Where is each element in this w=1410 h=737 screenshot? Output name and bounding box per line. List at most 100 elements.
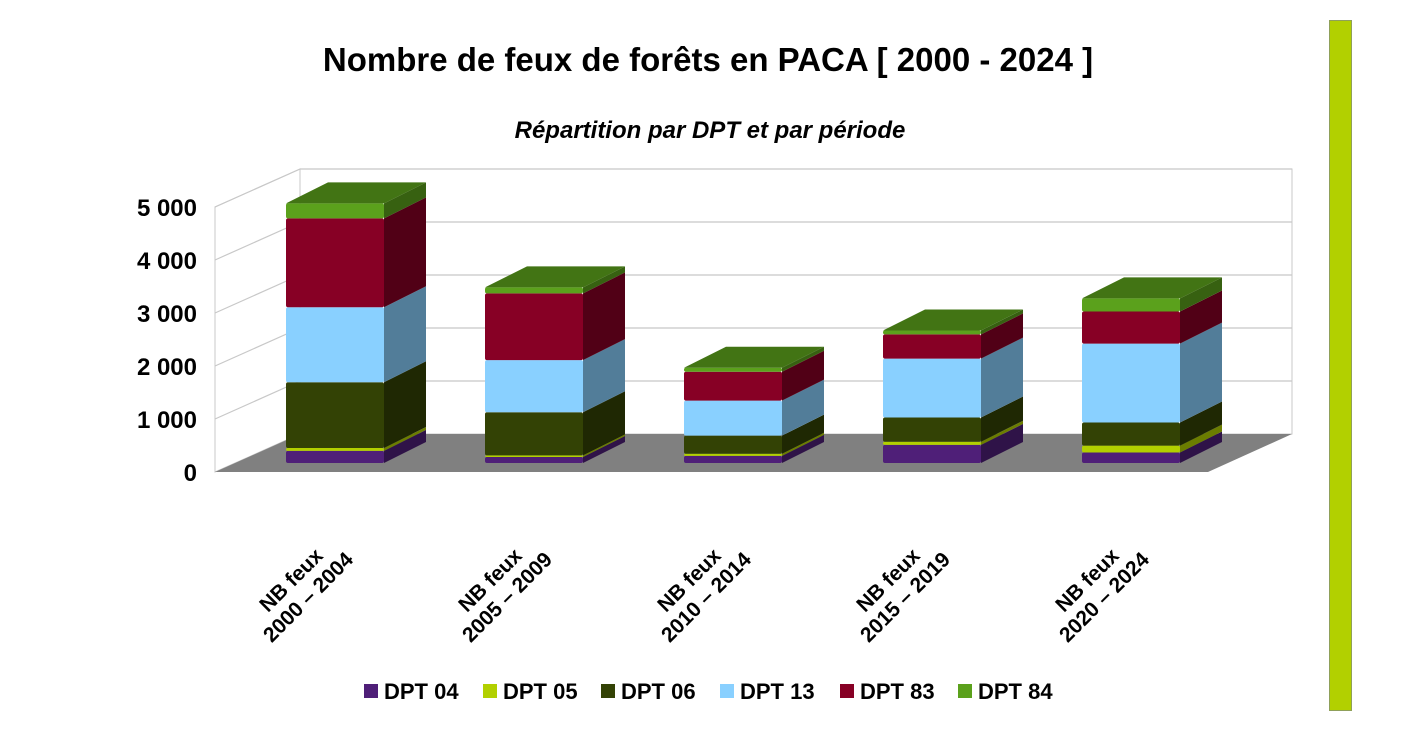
bar-front xyxy=(1082,422,1180,446)
bar-front xyxy=(286,218,384,308)
legend-swatch xyxy=(483,684,497,698)
bar-segment-dpt-06 xyxy=(286,361,426,449)
bar-front xyxy=(1082,343,1180,423)
bar-side xyxy=(384,286,426,383)
legend-item: DPT 84 xyxy=(958,679,1053,704)
legend-item: DPT 06 xyxy=(601,679,696,704)
bar-front xyxy=(485,456,583,463)
bar-segment-dpt-13 xyxy=(684,379,824,436)
bar-front xyxy=(883,441,981,445)
bar-front xyxy=(286,448,384,451)
bar-front xyxy=(286,382,384,449)
bar-segment-dpt-06 xyxy=(883,396,1023,442)
bar-side xyxy=(782,414,824,454)
bar-segment-dpt-83 xyxy=(286,197,426,308)
bar-front xyxy=(485,360,583,413)
bar-segment-dpt-83 xyxy=(485,272,625,361)
gridline xyxy=(214,221,301,261)
bar-front xyxy=(684,435,782,454)
bar-side xyxy=(782,379,824,436)
bar-side xyxy=(384,361,426,449)
gridline xyxy=(214,168,301,208)
y-tick-label: 4 000 xyxy=(137,248,197,275)
legend-label: DPT 04 xyxy=(384,679,459,704)
bar-segment-dpt-05 xyxy=(485,434,625,457)
bar-side xyxy=(583,272,625,361)
bar-segment-dpt-84 xyxy=(1082,277,1222,312)
bar-side xyxy=(981,396,1023,442)
bar-side xyxy=(782,350,824,401)
bar-stack xyxy=(286,182,426,463)
bar-segment-dpt-04 xyxy=(286,429,426,463)
legend-label: DPT 05 xyxy=(503,679,578,704)
legend-swatch xyxy=(840,684,854,698)
bar-side xyxy=(583,434,625,457)
legend-swatch xyxy=(601,684,615,698)
bar-side xyxy=(1180,431,1222,463)
bar-side xyxy=(1180,277,1222,312)
bar-side xyxy=(1180,322,1222,423)
bar-top xyxy=(883,309,1023,331)
bar-front xyxy=(684,367,782,372)
bar-front xyxy=(684,400,782,436)
bar-top xyxy=(684,346,824,368)
bar-front xyxy=(684,371,782,401)
gridline xyxy=(214,327,301,367)
legend-item: DPT 13 xyxy=(720,679,815,704)
bar-segment-dpt-05 xyxy=(1082,424,1222,453)
bar-side xyxy=(1180,424,1222,453)
bar-front xyxy=(883,334,981,359)
bars xyxy=(286,182,1222,463)
bar-segment-dpt-83 xyxy=(684,350,824,401)
bar-segment-dpt-83 xyxy=(883,313,1023,359)
legend-item: DPT 83 xyxy=(840,679,935,704)
bar-side xyxy=(981,423,1023,463)
chart-title: Nombre de feux de forêts en PACA [ 2000 … xyxy=(323,41,1093,78)
legend: DPT 04 DPT 05 DPT 06 DPT 13 DPT 83 DPT 84 xyxy=(364,679,1053,704)
bar-front xyxy=(1082,311,1180,344)
bar-front xyxy=(1082,445,1180,453)
bar-segment-dpt-05 xyxy=(684,432,824,456)
legend-item: DPT 04 xyxy=(364,679,459,704)
bar-stack xyxy=(883,309,1023,463)
bar-side xyxy=(583,391,625,456)
bar-front xyxy=(485,412,583,456)
bar-side xyxy=(384,182,426,219)
bar-segment-dpt-84 xyxy=(286,182,426,219)
bar-front xyxy=(883,417,981,442)
bar-segment-dpt-13 xyxy=(1082,322,1222,423)
y-tick-label: 5 000 xyxy=(137,195,197,222)
bar-side xyxy=(981,309,1023,335)
bar-side xyxy=(384,429,426,463)
bar-stack xyxy=(684,346,824,463)
bar-segment-dpt-04 xyxy=(684,434,824,463)
y-tick-label: 3 000 xyxy=(137,301,197,328)
bar-side xyxy=(384,197,426,308)
legend-label: DPT 83 xyxy=(860,679,935,704)
bar-segment-dpt-13 xyxy=(485,339,625,413)
bar-stack xyxy=(485,266,625,463)
gridline xyxy=(214,274,301,314)
bar-segment-dpt-04 xyxy=(485,435,625,463)
legend-label: DPT 13 xyxy=(740,679,815,704)
gridline xyxy=(214,380,301,420)
bar-segment-dpt-83 xyxy=(1082,290,1222,344)
bar-side xyxy=(1180,401,1222,446)
bar-stack xyxy=(1082,277,1222,463)
legend-swatch xyxy=(958,684,972,698)
bar-segment-dpt-05 xyxy=(286,427,426,451)
bar-segment-dpt-84 xyxy=(684,346,824,372)
bar-front xyxy=(485,293,583,361)
bar-segment-dpt-06 xyxy=(684,414,824,454)
bar-segment-dpt-05 xyxy=(883,420,1023,445)
legend-item: DPT 05 xyxy=(483,679,578,704)
bar-side xyxy=(981,337,1023,418)
bar-front xyxy=(286,307,384,383)
bar-segment-dpt-84 xyxy=(883,309,1023,335)
